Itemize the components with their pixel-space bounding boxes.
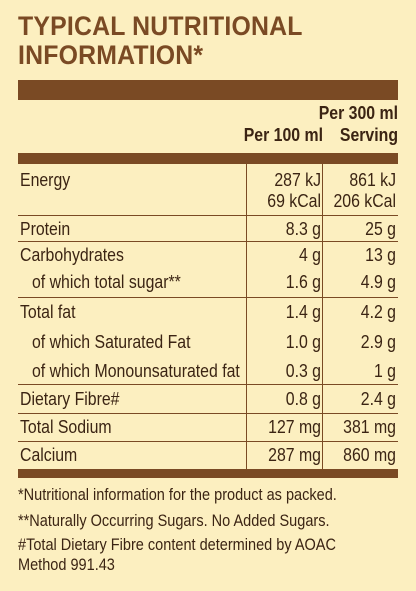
panel-title: TYPICAL NUTRITIONAL INFORMATION* [18, 12, 368, 70]
column-divider-1 [246, 164, 247, 469]
row-protein-per-100ml: 8.3 g [285, 219, 321, 239]
header-per-serving-line2: Serving [339, 125, 398, 145]
title-line-1: TYPICAL NUTRITIONAL [18, 11, 303, 41]
row-label-saturated-fat: of which Saturated Fat [32, 332, 191, 352]
row-carbohydrates-per-100ml: 4 g [298, 245, 321, 265]
row-dietary-fibre-per-100ml: 0.8 g [285, 389, 321, 409]
row-label-carbohydrates: Carbohydrates [20, 245, 124, 265]
row-carbohydrates-per-serving: 13 g [365, 245, 396, 265]
header-per-100ml: Per 100 ml [243, 125, 323, 145]
row-label-total-sugar: of which total sugar** [32, 272, 181, 292]
row-label-monounsaturated-fat: of which Monounsaturated fat [32, 361, 240, 381]
row-label-total-sodium: Total Sodium [20, 417, 112, 437]
row-divider [18, 413, 398, 414]
row-calcium-per-100ml: 287 mg [268, 445, 321, 465]
row-label-energy: Energy [20, 170, 71, 190]
row-label-calcium: Calcium [20, 445, 78, 465]
top-rule [18, 80, 398, 100]
row-total-sodium-per-100ml: 127 mg [268, 417, 321, 437]
row-total-fat-per-100ml: 1.4 g [285, 302, 321, 322]
bottom-rule [18, 469, 398, 478]
row-divider [18, 384, 398, 385]
header-per-serving-line1: Per 300 ml [318, 103, 398, 123]
header-rule [18, 153, 398, 164]
row-protein-per-serving: 25 g [365, 219, 396, 239]
row-label-protein: Protein [20, 219, 71, 239]
footnote-sugars: **Naturally Occurring Sugars. No Added S… [18, 512, 330, 530]
row-energy-per-serving-kj: 861 kJ [349, 170, 396, 190]
footnote-fibre: #Total Dietary Fibre content determined … [18, 536, 336, 554]
footnote-packed: *Nutritional information for the product… [18, 486, 337, 504]
footnote-method: Method 991.43 [18, 556, 115, 574]
row-total-sodium-per-serving: 381 mg [343, 417, 396, 437]
row-total-sugar-per-100ml: 1.6 g [285, 272, 321, 292]
row-label-total-fat: Total fat [20, 302, 76, 322]
row-divider [18, 441, 398, 442]
row-total-fat-per-serving: 4.2 g [360, 302, 396, 322]
row-monounsaturated-fat-per-serving: 1 g [373, 361, 396, 381]
row-label-dietary-fibre: Dietary Fibre# [20, 389, 120, 409]
row-divider [18, 241, 398, 242]
column-divider-2 [322, 164, 323, 469]
row-saturated-fat-per-100ml: 1.0 g [285, 332, 321, 352]
row-energy-per-100ml-kcal: 69 kCal [267, 191, 321, 211]
row-divider [18, 215, 398, 216]
row-divider [18, 297, 398, 298]
row-total-sugar-per-serving: 4.9 g [360, 272, 396, 292]
row-dietary-fibre-per-serving: 2.4 g [360, 389, 396, 409]
row-energy-per-100ml-kj: 287 kJ [274, 170, 321, 190]
title-line-2: INFORMATION* [18, 40, 204, 70]
row-saturated-fat-per-serving: 2.9 g [360, 332, 396, 352]
row-calcium-per-serving: 860 mg [343, 445, 396, 465]
row-energy-per-serving-kcal: 206 kCal [333, 191, 396, 211]
row-monounsaturated-fat-per-100ml: 0.3 g [285, 361, 321, 381]
